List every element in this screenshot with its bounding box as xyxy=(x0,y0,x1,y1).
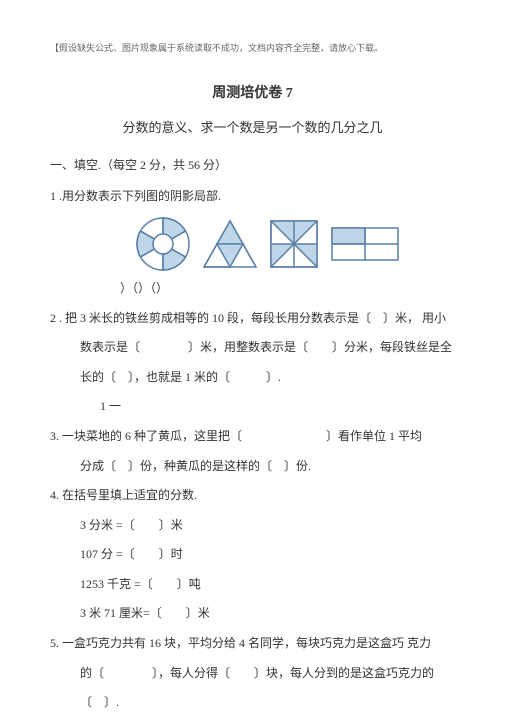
question-4b: 107 分 =〔 〕时 xyxy=(50,544,455,566)
question-5-line1: 5. 一盒巧克力共有 16 块，平均分给 4 名同学，每块巧克力是这盒巧 克力 xyxy=(50,633,455,655)
top-notice: 【假设缺失公式、图片现象属于系统读取不成功，文档内容齐全完整，请放心下载。 xyxy=(50,40,455,56)
rect-shape xyxy=(330,226,400,262)
question-4: 4. 在括号里填上适宜的分数. xyxy=(50,485,455,507)
question-3-line1: 3. 一块菜地的 6 种了黄瓜，这里把〔 〕看作单位 1 平均 xyxy=(50,426,455,448)
shapes-row xyxy=(80,216,455,272)
title-main: 周测培优卷 7 xyxy=(50,81,455,106)
question-2-line4: 1 一 xyxy=(50,396,455,418)
triangle-shape xyxy=(202,219,258,269)
question-1: 1 .用分数表示下列图的阴影局部. xyxy=(50,186,455,208)
question-4d: 3 米 71 厘米=〔 〕米 xyxy=(50,603,455,625)
question-2-line2: 数表示是〔 〕米，用整数表示是〔 〕分米，每段铁丝是全 xyxy=(50,337,455,359)
question-5-line2: 的〔 〕，每人分得〔 〕块，每人分到的是这盒巧克力的 xyxy=(50,663,455,685)
answer-parens: ）（）（） xyxy=(50,278,455,300)
question-5-line3: 〔 〕. xyxy=(50,692,455,714)
square-shape xyxy=(269,219,319,269)
question-4c: 1253 千克 =〔 〕吨 xyxy=(50,574,455,596)
circle-shape xyxy=(135,216,191,272)
question-3-line2: 分成〔 〕份，种黄瓜的是这样的〔 〕份. xyxy=(50,456,455,478)
question-2-line1: 2 . 把 3 米长的铁丝剪成相等的 10 段，每段长用分数表示是〔 〕米， 用… xyxy=(50,308,455,330)
question-4a: 3 分米 =〔 〕米 xyxy=(50,515,455,537)
question-2-line3: 长的〔 〕，也就是 1 米的〔 〕. xyxy=(50,367,455,389)
title-sub: 分数的意义、求一个数是另一个数的几分之几 xyxy=(50,116,455,139)
section-heading: 一、填空.（每空 2 分，共 56 分） xyxy=(50,155,455,177)
